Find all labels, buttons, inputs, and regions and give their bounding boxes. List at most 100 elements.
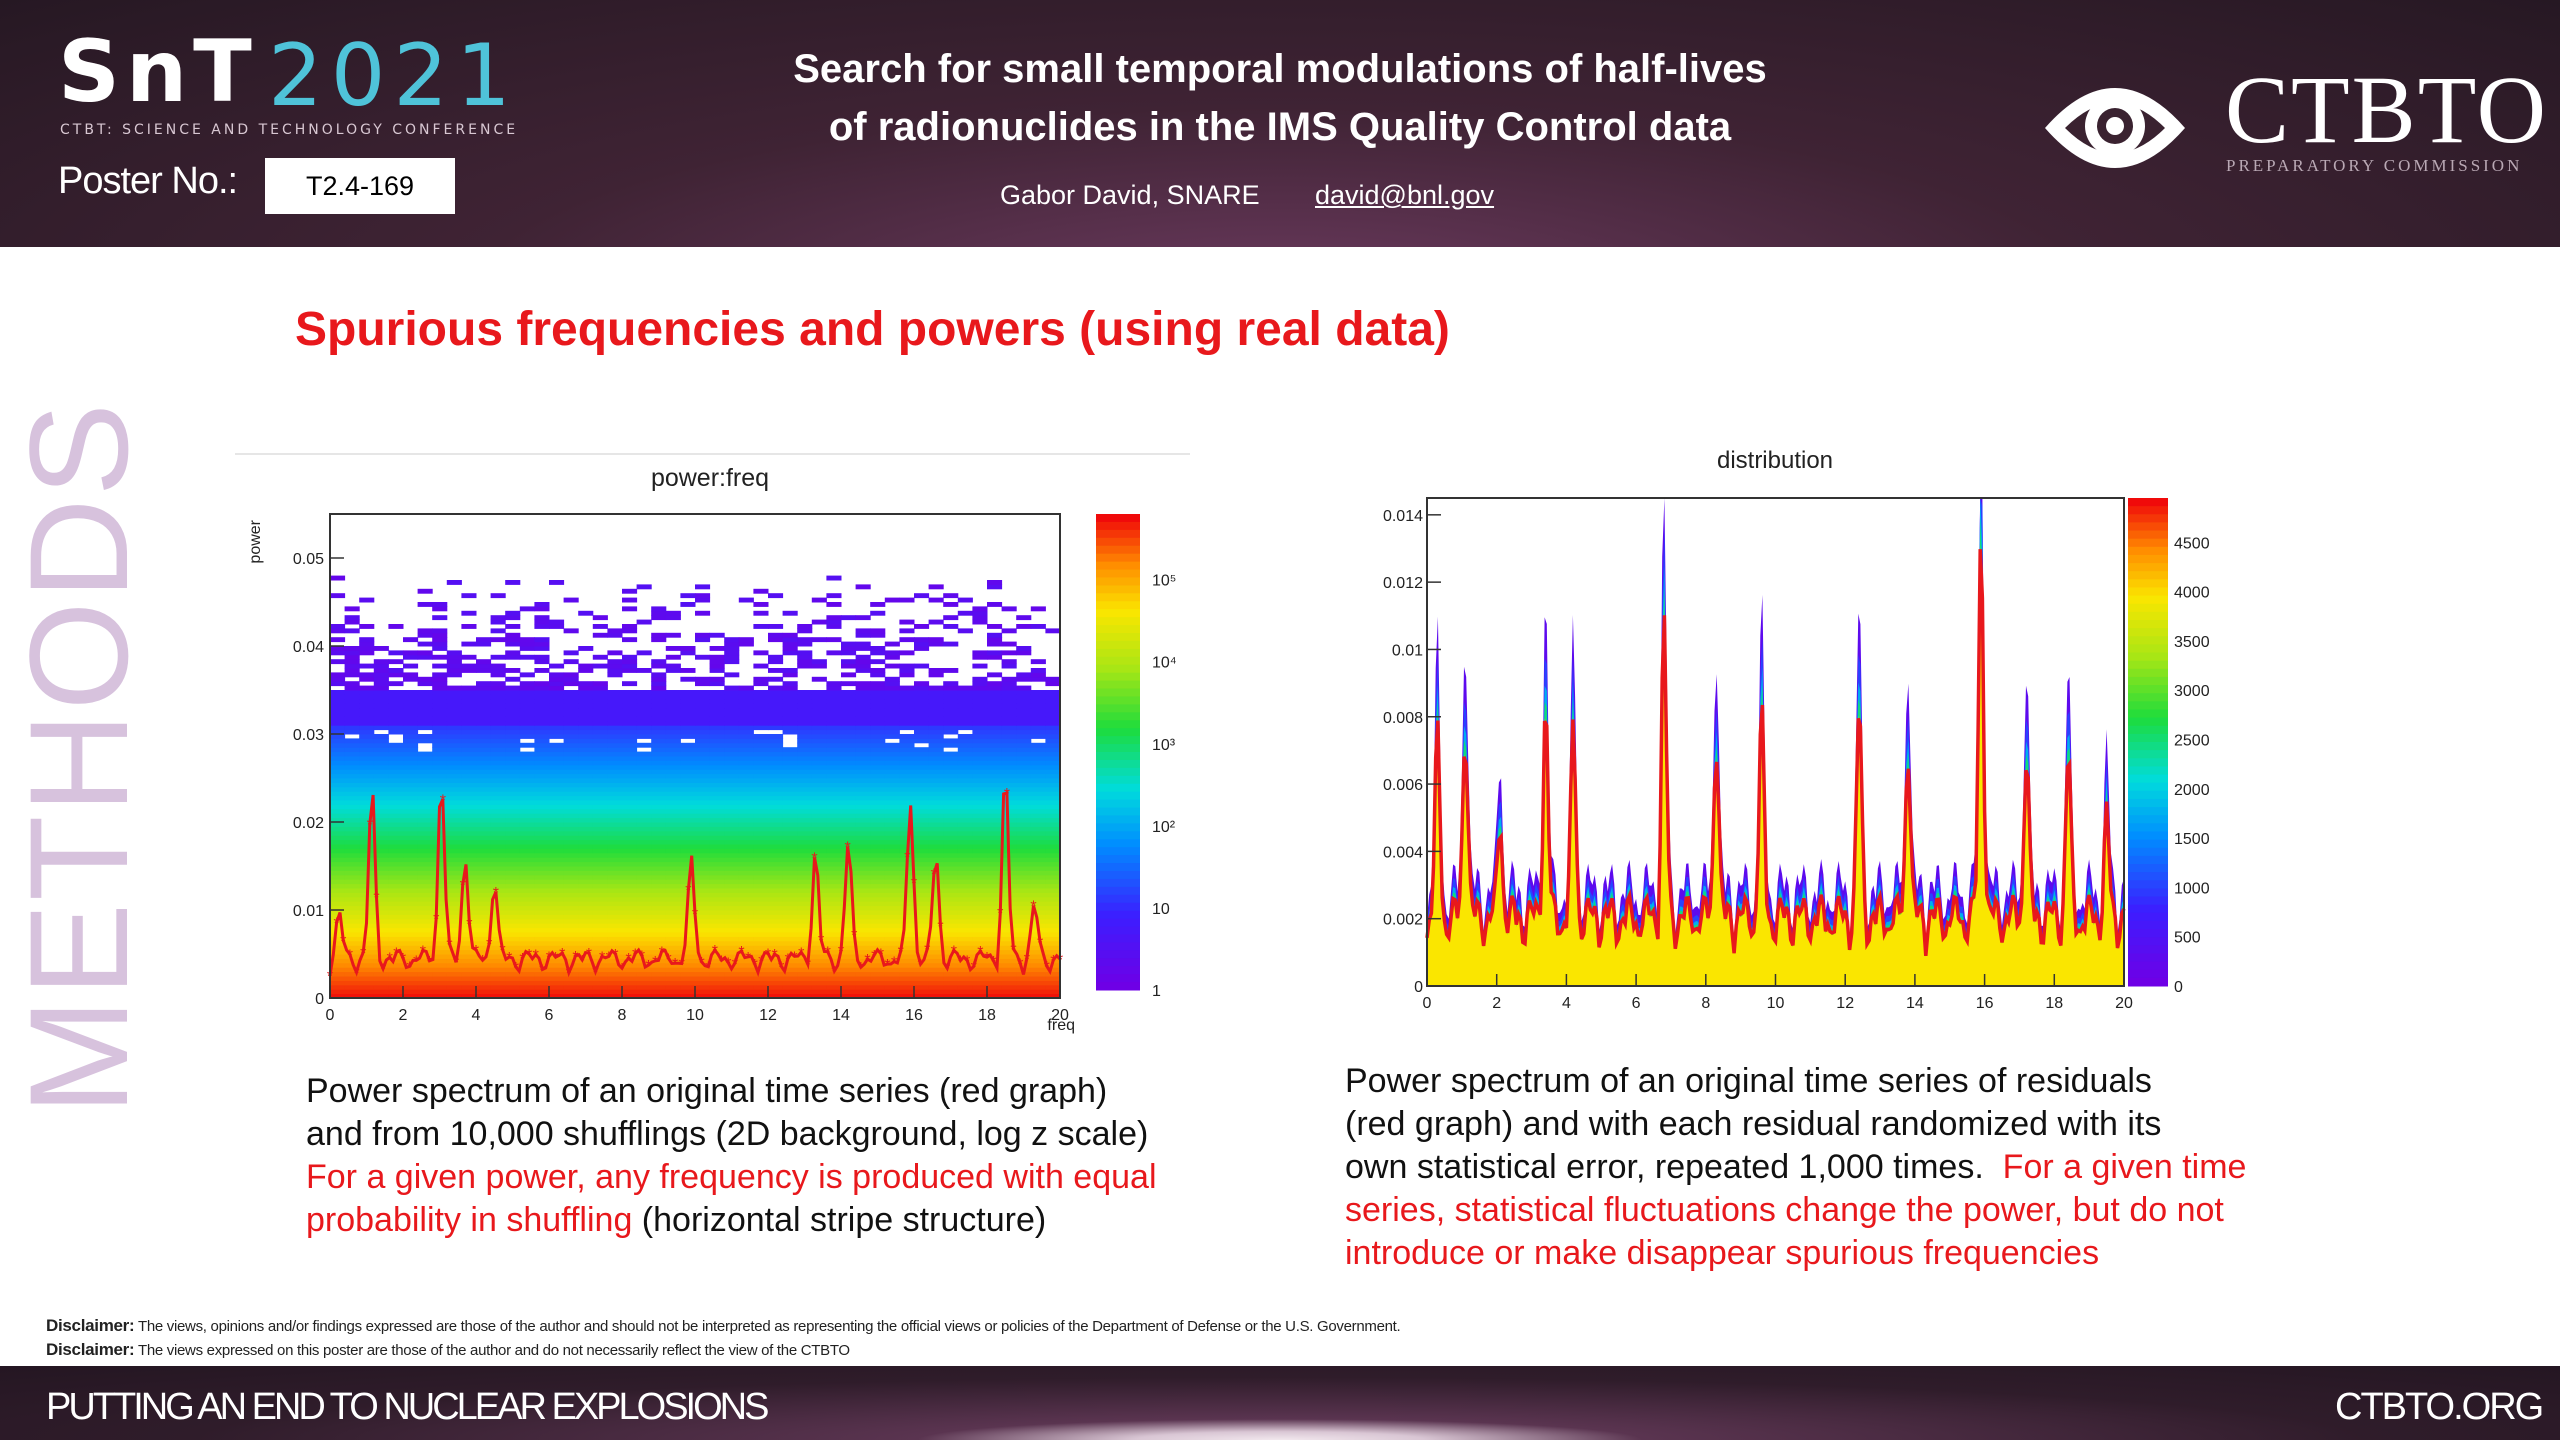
heatmap-cell <box>987 813 1003 819</box>
heatmap-cell <box>738 813 754 819</box>
heatmap-cell <box>680 593 696 599</box>
heatmap-cell <box>446 742 462 748</box>
heatmap-cell <box>1016 822 1032 827</box>
heatmap-cell <box>1016 962 1032 968</box>
heatmap-cell <box>811 760 827 766</box>
heatmap-cell <box>432 703 448 709</box>
heatmap-cell <box>578 813 594 819</box>
heatmap-cell <box>578 844 594 849</box>
heatmap-cell <box>636 764 652 770</box>
heatmap-cell <box>592 769 608 775</box>
heatmap-cell <box>768 936 784 942</box>
heatmap-cell <box>753 936 769 942</box>
heatmap-cell <box>476 694 492 700</box>
heatmap-cell <box>943 879 959 885</box>
heatmap-cell <box>957 786 973 792</box>
heatmap-cell <box>1045 822 1061 827</box>
heatmap-cell <box>1045 866 1061 871</box>
heatmap-cell <box>461 742 477 748</box>
color-bar-segment <box>2128 831 2168 841</box>
heatmap-cell <box>738 835 754 841</box>
heatmap-cell <box>476 989 492 995</box>
color-bar-segment <box>1096 609 1140 618</box>
heatmap-cell <box>899 672 915 678</box>
heatmap-cell <box>359 830 375 836</box>
heatmap-cell <box>957 857 973 863</box>
heatmap-cell <box>417 800 433 805</box>
heatmap-cell <box>1030 773 1046 779</box>
heatmap-cell <box>884 949 900 955</box>
heatmap-cell <box>724 817 740 823</box>
heatmap-cell <box>417 940 433 946</box>
heatmap-cell <box>359 778 375 783</box>
heatmap-cell <box>388 795 404 801</box>
heatmap-cell <box>432 628 448 634</box>
heatmap-cell <box>928 597 944 603</box>
heatmap-cell <box>1016 769 1032 775</box>
heatmap-cell <box>709 808 725 814</box>
heatmap-cell <box>928 764 944 770</box>
overlay-point-marker: * <box>672 956 678 973</box>
heatmap-cell <box>578 742 594 748</box>
heatmap-cell <box>534 927 550 933</box>
heatmap-cell <box>607 901 623 907</box>
heatmap-cell <box>738 910 754 915</box>
heatmap-cell <box>870 984 886 990</box>
heatmap-cell <box>884 734 900 739</box>
heatmap-cell <box>534 958 550 964</box>
heatmap-cell <box>724 720 740 726</box>
heatmap-cell <box>841 694 857 700</box>
heatmap-cell <box>432 870 448 876</box>
heatmap-cell <box>680 857 696 863</box>
heatmap-cell <box>899 905 915 911</box>
author-email-link[interactable]: david@bnl.gov <box>1315 180 1495 210</box>
heatmap-cell <box>841 650 857 656</box>
heatmap-cell <box>1045 756 1061 761</box>
heatmap-cell <box>884 883 900 889</box>
heatmap-cell <box>534 923 550 929</box>
heatmap-cell <box>841 672 857 678</box>
heatmap-cell <box>534 800 550 805</box>
heatmap-cell <box>417 870 433 876</box>
color-bar-segment <box>2128 815 2168 824</box>
heatmap-cell <box>826 861 842 867</box>
heatmap-cell <box>1016 954 1032 959</box>
heatmap-cell <box>987 949 1003 955</box>
heatmap-cell <box>1045 808 1061 814</box>
heatmap-cell <box>549 795 565 801</box>
heatmap-cell <box>1030 954 1046 959</box>
heatmap-cell <box>476 716 492 722</box>
heatmap-cell <box>665 632 681 638</box>
heatmap-cell <box>373 707 389 713</box>
heatmap-cell <box>811 984 827 990</box>
heatmap-cell <box>870 681 886 687</box>
heatmap-cell <box>826 866 842 871</box>
heatmap-cell <box>738 989 754 995</box>
heatmap-cell <box>359 958 375 964</box>
heatmap-cell <box>432 848 448 854</box>
overlay-point-marker: * <box>898 944 904 961</box>
color-bar-segment <box>2128 782 2168 792</box>
footer-website-link[interactable]: CTBTO.ORG <box>2335 1386 2544 1428</box>
heatmap-cell <box>1016 729 1032 735</box>
heatmap-cell <box>563 857 579 863</box>
overlay-point-marker: * <box>665 951 671 968</box>
heatmap-cell <box>724 896 740 902</box>
heatmap-cell <box>592 681 608 687</box>
heatmap-cell <box>899 962 915 968</box>
heatmap-cell <box>899 932 915 937</box>
heatmap-cell <box>855 681 871 687</box>
heatmap-cell <box>753 738 769 744</box>
left-caption-red1: For a given power, any frequency is prod… <box>306 1158 1157 1196</box>
heatmap-cell <box>476 738 492 744</box>
heatmap-cell <box>519 641 535 647</box>
color-bar-segment <box>1096 831 1140 840</box>
heatmap-cell <box>490 962 506 968</box>
heatmap-cell <box>709 905 725 911</box>
heatmap-cell <box>534 769 550 775</box>
heatmap-cell <box>1016 830 1032 836</box>
heatmap-cell <box>884 945 900 951</box>
heatmap-cell <box>680 866 696 871</box>
heatmap-cell <box>563 954 579 959</box>
heatmap-cell <box>622 923 638 929</box>
